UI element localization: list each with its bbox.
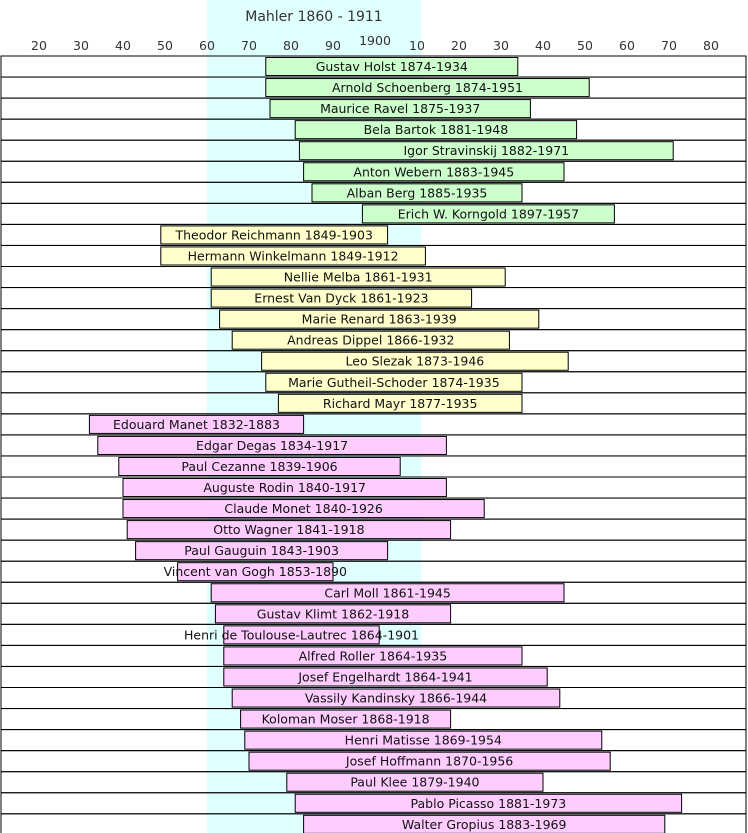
x-tick-label: 90 — [325, 38, 341, 53]
lifespan-bar — [277, 393, 523, 413]
x-tick-label: 30 — [73, 38, 89, 53]
lifespan-bar — [294, 793, 683, 813]
person-label: Paul Klee 1879-1940 — [350, 775, 479, 790]
lifespan-bar — [160, 225, 389, 245]
lifespan-bar — [286, 772, 544, 792]
lifespan-bar — [248, 751, 611, 771]
person-label: Otto Wagner 1841-1918 — [213, 522, 364, 537]
person-label: Gustav Klimt 1862-1918 — [257, 606, 409, 621]
lifespan-bar — [223, 667, 548, 687]
lifespan-bar — [240, 709, 452, 729]
person-label: Edouard Manet 1832-1883 — [113, 417, 280, 432]
person-label: Pablo Picasso 1881-1973 — [411, 796, 567, 811]
person-label: Igor Stravinskij 1882-1971 — [403, 143, 569, 158]
person-label: Edgar Degas 1834-1917 — [196, 438, 348, 453]
person-label: Arnold Schoenberg 1874-1951 — [332, 80, 523, 95]
lifespan-bar — [311, 183, 523, 203]
lifespan-bar — [210, 267, 506, 287]
x-tick-label: 20 — [31, 38, 47, 53]
lifespan-bar — [244, 730, 603, 750]
person-label: Henri Matisse 1869-1954 — [345, 733, 502, 748]
person-label: Henri de Toulouse-Lautrec 1864-1901 — [184, 627, 419, 642]
lifespan-bar — [303, 814, 666, 833]
lifespan-bar — [135, 541, 389, 561]
x-tick-label: 50 — [157, 38, 173, 53]
person-label: Paul Cezanne 1839-1906 — [181, 459, 337, 474]
x-tick-label: 40 — [535, 38, 551, 53]
person-label: Claude Monet 1840-1926 — [224, 501, 382, 516]
lifespan-bar — [361, 204, 615, 224]
x-tick-label: 60 — [199, 38, 215, 53]
person-label: Ernest Van Dyck 1861-1923 — [254, 291, 428, 306]
lifespan-bar — [219, 309, 540, 329]
person-label: Gustav Holst 1874-1934 — [316, 59, 468, 74]
person-label: Paul Gauguin 1843-1903 — [184, 543, 339, 558]
lifespan-bar — [223, 646, 523, 666]
x-tick-label: 1900 — [359, 33, 391, 48]
person-label: Carl Moll 1861-1945 — [324, 585, 450, 600]
person-label: Nellie Melba 1861-1931 — [284, 270, 433, 285]
person-label: Alban Berg 1885-1935 — [347, 185, 488, 200]
x-tick-label: 70 — [661, 38, 677, 53]
person-label: Anton Webern 1883-1945 — [353, 164, 514, 179]
person-label: Erich W. Korngold 1897-1957 — [398, 206, 579, 221]
x-tick-label: 40 — [115, 38, 131, 53]
lifespan-bar — [214, 604, 452, 624]
lifespan-bar — [210, 583, 565, 603]
person-label: Vassily Kandinsky 1866-1944 — [305, 691, 487, 706]
person-label: Koloman Moser 1868-1918 — [262, 712, 430, 727]
lifespan-bar — [231, 688, 561, 708]
lifespan-bar — [265, 57, 519, 77]
person-label: Josef Engelhardt 1864-1941 — [297, 669, 472, 684]
person-label: Maurice Ravel 1875-1937 — [320, 101, 480, 116]
x-tick-label: 60 — [619, 38, 635, 53]
person-label: Josef Hoffmann 1870-1956 — [345, 754, 513, 769]
person-label: Hermann Winkelmann 1849-1912 — [188, 248, 399, 263]
x-tick-label: 10 — [409, 38, 425, 53]
person-label: Leo Slezak 1873-1946 — [346, 354, 485, 369]
lifespan-bar — [231, 330, 510, 350]
lifespan-bar — [265, 372, 523, 392]
person-label: Alfred Roller 1864-1935 — [299, 648, 448, 663]
person-label: Walter Gropius 1883-1969 — [402, 817, 567, 832]
lifespan-bar — [118, 456, 401, 477]
person-label: Auguste Rodin 1840-1917 — [203, 480, 366, 495]
person-label: Bela Bartok 1881-1948 — [364, 122, 509, 137]
lifespan-bar — [210, 288, 473, 308]
x-tick-label: 70 — [241, 38, 257, 53]
lifespan-bar — [97, 435, 447, 455]
person-label: Andreas Dippel 1866-1932 — [287, 333, 454, 348]
lifespan-bar — [298, 141, 674, 161]
lifespan-bar — [303, 162, 565, 182]
person-label: Marie Renard 1863-1939 — [302, 312, 457, 327]
person-label: Marie Gutheil-Schoder 1874-1935 — [288, 375, 500, 390]
x-tick-label: 80 — [703, 38, 719, 53]
lifespan-bar — [160, 246, 426, 266]
chart-title: Mahler 1860 - 1911 — [245, 9, 382, 25]
lifespan-bar — [223, 625, 380, 645]
lifespan-bar — [177, 562, 334, 582]
person-label: Richard Mayr 1877-1935 — [323, 396, 478, 411]
lifespan-bar — [294, 120, 578, 140]
x-tick-label: 30 — [493, 38, 509, 53]
x-tick-label: 80 — [283, 38, 299, 53]
lifespan-bar — [261, 351, 569, 371]
x-tick-label: 20 — [451, 38, 467, 53]
lifespan-bar — [122, 499, 485, 519]
lifespan-bar — [265, 78, 590, 98]
timeline-row — [0, 813, 747, 833]
lifespan-bar — [122, 478, 447, 498]
lifespan-bar — [88, 414, 305, 434]
lifespan-bar — [269, 99, 531, 119]
x-tick-label: 50 — [577, 38, 593, 53]
person-label: Theodor Reichmann 1849-1903 — [174, 227, 372, 242]
lifespan-bar — [126, 520, 452, 540]
person-label: Vincent van Gogh 1853-1890 — [164, 564, 347, 579]
